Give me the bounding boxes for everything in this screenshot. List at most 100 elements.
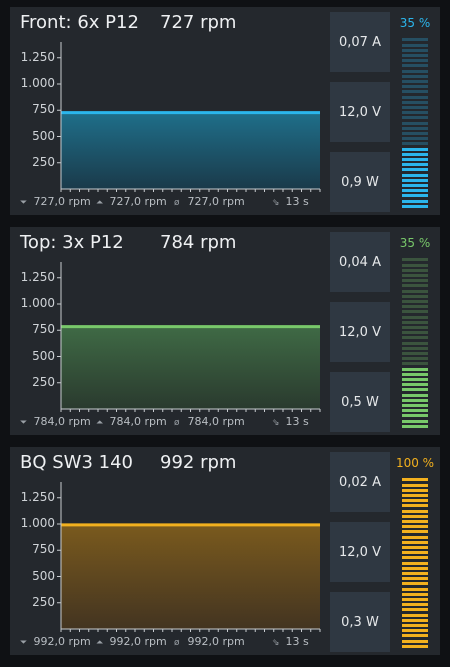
rpm-area — [61, 326, 320, 409]
percent-meter — [402, 38, 428, 210]
fan-rpm: 992 rpm — [160, 452, 237, 473]
meter-segment — [402, 268, 428, 272]
meter-segment — [402, 178, 428, 182]
meter-segment — [402, 530, 428, 534]
meter-segment — [402, 305, 428, 309]
rpm-chart: 250 500 750 1.000 1.250 — [10, 37, 330, 197]
meter-segment — [402, 582, 428, 586]
stats-row: ⏷ 784,0 rpm ⏶ 784,0 rpm ø 784,0 rpm ⇘ 13… — [14, 415, 334, 429]
meter-segment — [402, 137, 428, 141]
meter-segment — [402, 147, 428, 151]
meter-segment — [402, 561, 428, 565]
fan-title: Front: 6x P12 — [20, 12, 139, 33]
stat-window: 13 s — [285, 195, 309, 208]
y-tick-label: 1.250 — [20, 269, 55, 284]
avg-icon: ø — [174, 418, 180, 428]
meter-segment — [402, 121, 428, 125]
meter-segment — [402, 587, 428, 591]
meter-segment — [402, 326, 428, 329]
meter-segment — [402, 132, 428, 135]
meter-segment — [402, 126, 428, 130]
meter-segment — [402, 613, 428, 617]
meter-segment — [402, 404, 428, 407]
meter-segment — [402, 483, 428, 487]
percent-label: 35 % — [399, 236, 431, 250]
meter-segment — [402, 90, 428, 94]
meter-segment — [402, 504, 428, 508]
current-box: 0,07 A — [330, 12, 390, 72]
rpm-area — [61, 524, 320, 629]
y-tick-label: 1.000 — [20, 516, 55, 530]
meter-segment — [402, 80, 428, 83]
fan-title: Top: 3x P12 — [20, 232, 124, 253]
meter-segment — [402, 592, 428, 596]
meter-segment — [402, 509, 428, 513]
current-box: 0,04 A — [330, 232, 390, 292]
y-tick-label: 1.000 — [20, 296, 55, 310]
chart-svg — [57, 42, 321, 192]
window-icon: ⇘ — [272, 198, 280, 208]
meter-segment — [402, 618, 428, 622]
meter-segment — [402, 644, 428, 648]
avg-icon: ø — [174, 198, 180, 208]
meter-segment — [402, 603, 428, 607]
meter-segment — [402, 189, 428, 193]
fan-panel-front: Front: 6x P12 727 rpm 250 500 750 1.000 1.25… — [10, 7, 440, 215]
percent-meter — [402, 478, 428, 650]
meter-segment — [402, 624, 428, 627]
meter-segment — [402, 362, 428, 366]
y-tick-label: 750 — [32, 102, 55, 117]
percent-meter — [402, 258, 428, 430]
rpm-chart: 250 500 750 1.000 1.250 — [10, 477, 330, 637]
meter-segment — [402, 414, 428, 418]
y-tick-label: 750 — [32, 322, 55, 337]
meter-segment — [402, 184, 428, 187]
meter-segment — [402, 258, 428, 262]
meter-segment — [402, 546, 428, 549]
meter-segment — [402, 289, 428, 293]
meter-segment — [402, 64, 428, 68]
meter-segment — [402, 551, 428, 555]
meter-segment — [402, 520, 428, 523]
meter-segment — [402, 48, 428, 52]
meter-segment — [402, 535, 428, 539]
meter-segment — [402, 310, 428, 314]
power-box: 0,3 W — [330, 592, 390, 652]
meter-segment — [402, 204, 428, 208]
min-icon: ⏷ — [20, 638, 28, 648]
meter-segment — [402, 357, 428, 361]
meter-segment — [402, 95, 428, 99]
meter-segment — [402, 74, 428, 78]
meter-segment — [402, 572, 428, 575]
stat-max: 784,0 rpm — [109, 415, 167, 428]
meter-segment — [402, 59, 428, 63]
stat-avg: 727,0 rpm — [187, 195, 245, 208]
max-icon: ⏶ — [96, 198, 104, 208]
meter-segment — [402, 367, 428, 371]
meter-segment — [402, 279, 428, 283]
stat-window: 13 s — [285, 635, 309, 648]
current-box: 0,02 A — [330, 452, 390, 512]
meter-segment — [402, 158, 428, 161]
chart-svg — [57, 262, 321, 412]
meter-segment — [402, 488, 428, 492]
percent-label: 100 % — [395, 456, 435, 470]
voltage-box: 12,0 V — [330, 522, 390, 582]
meter-segment — [402, 106, 428, 109]
meter-segment — [402, 639, 428, 643]
meter-segment — [402, 478, 428, 482]
fan-panel-bq: BQ SW3 140 992 rpm 250 500 750 1.000 1.250 ⏷… — [10, 447, 440, 655]
meter-segment — [402, 398, 428, 402]
meter-segment — [402, 383, 428, 387]
meter-segment — [402, 173, 428, 177]
min-icon: ⏷ — [20, 418, 28, 428]
meter-segment — [402, 168, 428, 172]
meter-segment — [402, 315, 428, 319]
meter-segment — [402, 419, 428, 423]
percent-label: 35 % — [399, 16, 431, 30]
meter-segment — [402, 116, 428, 120]
y-tick-label: 250 — [32, 374, 55, 389]
stat-avg: 784,0 rpm — [187, 415, 245, 428]
meter-segment — [402, 352, 428, 355]
max-icon: ⏶ — [96, 638, 104, 648]
